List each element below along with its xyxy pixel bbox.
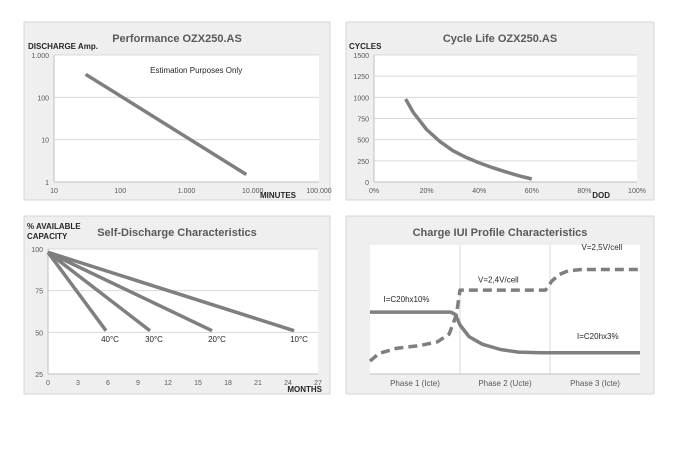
series-label: 30°C (145, 335, 163, 344)
series-line (46, 251, 108, 332)
series-label: 40°C (101, 335, 119, 344)
y-tick-label: 500 (357, 138, 369, 145)
x-tick-label: 1.000 (178, 188, 196, 195)
series-line (47, 250, 295, 333)
y-tick-label: 100 (31, 247, 43, 254)
chart-title: Performance OZX250.AS (112, 33, 242, 45)
y-tick-label: 1 (45, 180, 49, 187)
series-line (404, 98, 533, 181)
annotation: I=C20hx3% (577, 332, 619, 341)
y-axis-title: % AVAILABLE (27, 222, 81, 231)
x-tick-label: 80% (577, 188, 591, 195)
series-line (46, 250, 152, 333)
annotation: Estimation Purposes Only (150, 66, 242, 75)
x-tick-label: 60% (525, 188, 539, 195)
y-axis-title: DISCHARGE Amp. (28, 42, 98, 51)
y-axis-title: CAPACITY (27, 232, 68, 241)
x-tick-label: 15 (194, 380, 202, 387)
x-tick-label: 12 (164, 380, 172, 387)
chart-title: Self-Discharge Characteristics (97, 227, 257, 239)
series-line (84, 72, 248, 176)
self-discharge-chart: Self-Discharge Characteristics 25 50 75 100 0… (23, 215, 331, 395)
y-tick-label: 50 (35, 330, 43, 337)
x-tick-label: 3 (76, 380, 80, 387)
y-tick-label: 1500 (353, 53, 369, 60)
y-tick-label: 25 (35, 372, 43, 379)
plot-area (54, 55, 319, 182)
x-tick-label: 0% (369, 188, 379, 195)
cycle-life-chart: Cycle Life OZX250.AS 0 250 500 750 1000 1250 15… (345, 21, 655, 201)
x-tick-label: 20% (420, 188, 434, 195)
y-tick-label: 10 (41, 138, 49, 145)
x-axis-title: DOD (592, 191, 610, 200)
series-label: 20°C (208, 335, 226, 344)
x-tick-label: 10 (50, 188, 58, 195)
phase-label: Phase 2 (Ucte) (478, 379, 532, 388)
x-tick-label: 9 (136, 380, 140, 387)
x-axis-title: MONTHS (287, 385, 322, 394)
x-tick-label: 0 (46, 380, 50, 387)
x-tick-label: 24 (284, 380, 292, 387)
y-tick-label: 750 (357, 117, 369, 124)
x-tick-label: 100% (628, 188, 646, 195)
x-tick-label: 10.000 (242, 188, 264, 195)
y-axis-title: CYCLES (349, 42, 382, 51)
series-label: 10°C (290, 335, 308, 344)
y-tick-label: 100 (37, 95, 49, 102)
y-tick-label: 75 (35, 289, 43, 296)
y-tick-label: 0 (365, 180, 369, 187)
plot-area (48, 249, 318, 374)
annotation: V=2,5V/cell (582, 243, 623, 252)
y-tick-label: 1.000 (31, 53, 49, 60)
current-series-line (370, 310, 640, 355)
x-axis-title: MINUTES (260, 191, 297, 200)
x-tick-label: 18 (224, 380, 232, 387)
phase-label: Phase 3 (Icte) (570, 379, 620, 388)
y-tick-label: 250 (357, 159, 369, 166)
x-tick-label: 27 (314, 380, 322, 387)
x-tick-label: 40% (472, 188, 486, 195)
annotation: V=2,4V/cell (478, 275, 519, 284)
chart-title: Cycle Life OZX250.AS (443, 33, 557, 45)
series-line (47, 250, 213, 333)
x-tick-label: 6 (106, 380, 110, 387)
y-tick-label: 1000 (353, 95, 369, 102)
x-tick-label: 100.000 (306, 188, 331, 195)
voltage-series-line (368, 267, 640, 363)
plot-area (370, 245, 640, 374)
chart-title: Charge IUI Profile Characteristics (413, 227, 588, 239)
x-tick-label: 100 (114, 188, 126, 195)
phase-label: Phase 1 (Icte) (390, 379, 440, 388)
x-tick-label: 21 (254, 380, 262, 387)
annotation: I=C20hx10% (384, 295, 430, 304)
charge-profile-chart: Charge IUI Profile Characteristics Phase … (345, 215, 655, 395)
y-tick-label: 1250 (353, 74, 369, 81)
